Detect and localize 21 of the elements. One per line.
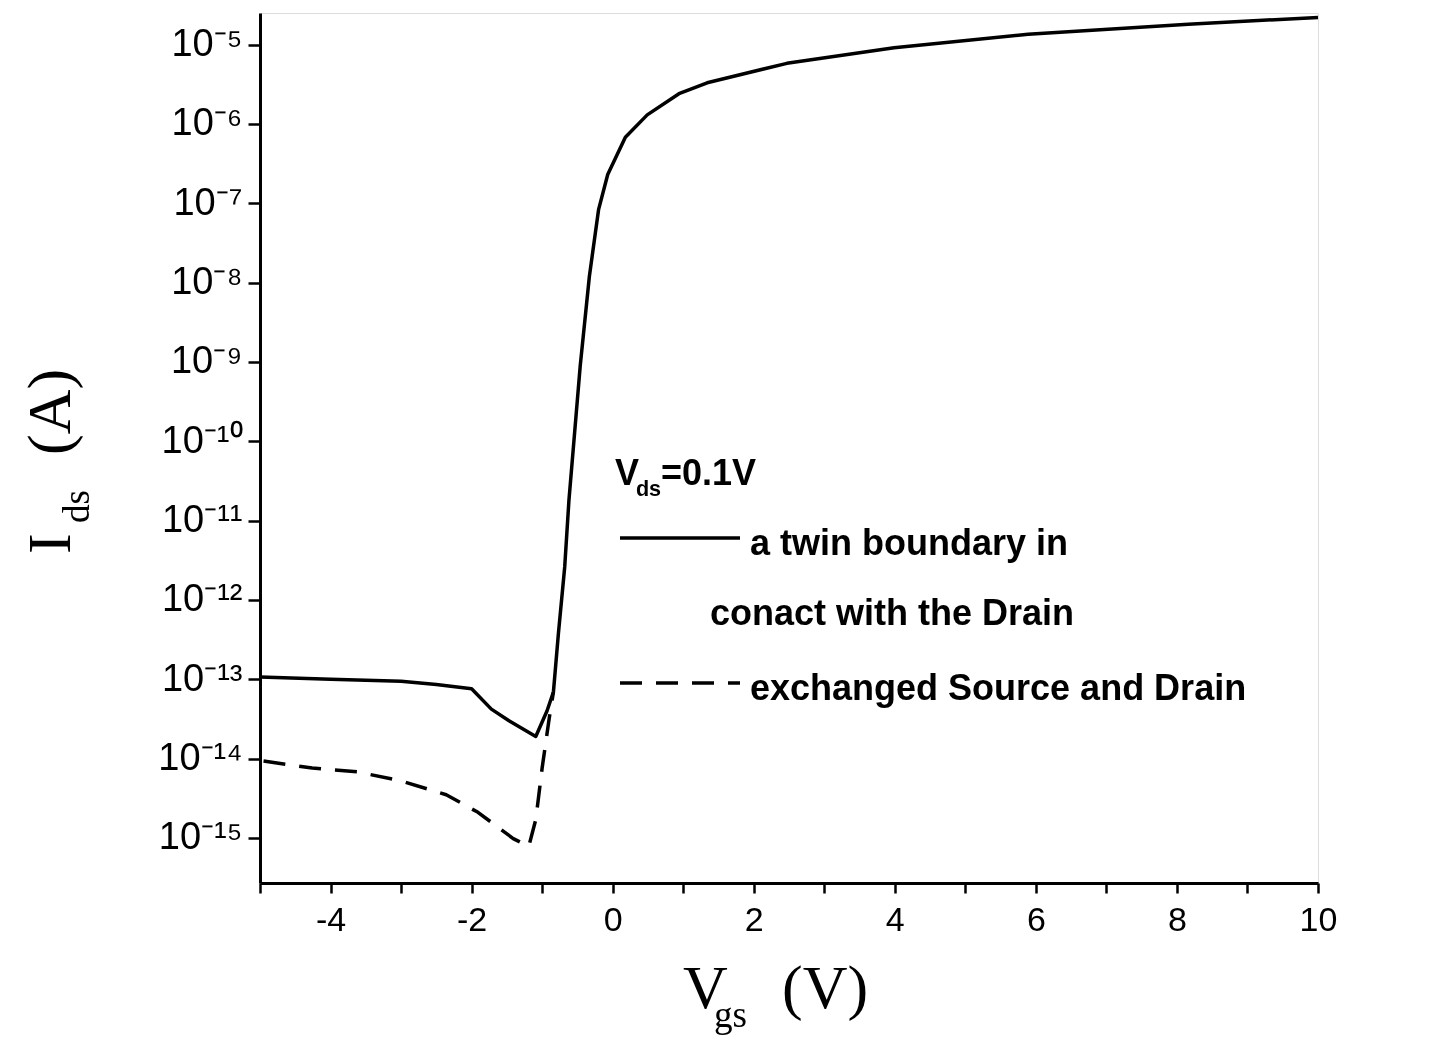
y-tick-label: 10⁻⁵ — [171, 22, 243, 65]
x-tick-label: -2 — [456, 899, 488, 938]
y-tick-label: 10⁻⁹ — [170, 339, 243, 382]
x-tick-label: 8 — [1167, 899, 1187, 938]
y-axis-title: Ids (A) — [15, 368, 97, 555]
y-tick-label: 10⁻¹⁴ — [158, 736, 243, 779]
y-tick-label: 10⁻¹² — [161, 577, 243, 620]
x-tick-label: 6 — [1026, 899, 1046, 938]
y-tick-label: 10⁻⁷ — [173, 180, 243, 223]
y-tick-label: 10⁻⁸ — [171, 260, 243, 303]
legend-label: exchanged Source and Drain — [750, 667, 1247, 708]
y-tick-label: 10⁻¹⁰ — [161, 418, 243, 461]
y-tick-label: 10⁻¹³ — [161, 656, 243, 699]
y-tick-label: 10⁻¹¹ — [161, 498, 243, 541]
x-tick-label: 0 — [603, 899, 623, 938]
x-tick-label: 4 — [885, 899, 905, 938]
x-tick-label: 2 — [744, 899, 764, 938]
y-tick-label: 10⁻⁶ — [171, 101, 243, 144]
x-tick-label: -4 — [315, 899, 347, 938]
y-tick-label: 10⁻¹⁵ — [158, 815, 243, 858]
x-tick-label: 10 — [1299, 899, 1338, 938]
